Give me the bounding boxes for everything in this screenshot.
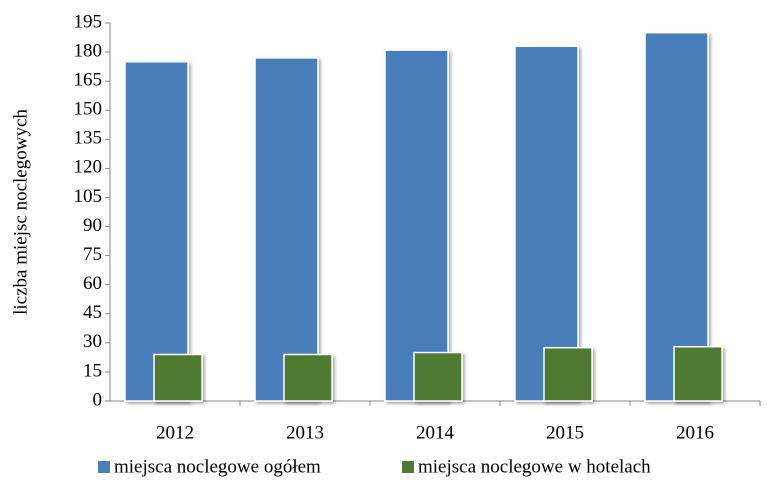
x-tick-label: 2013 bbox=[286, 422, 324, 443]
legend-swatch bbox=[402, 461, 414, 473]
bar bbox=[283, 353, 333, 402]
bar bbox=[514, 45, 579, 402]
bar bbox=[644, 31, 709, 402]
y-axis-label: liczba miejsc noclegowych bbox=[10, 109, 31, 315]
bar bbox=[673, 345, 723, 402]
bar bbox=[543, 346, 593, 402]
bar bbox=[124, 61, 189, 402]
x-tick-label: 2012 bbox=[156, 422, 194, 443]
y-tick-label: 15 bbox=[83, 360, 102, 381]
y-tick-label: 135 bbox=[74, 128, 103, 149]
y-tick-label: 165 bbox=[74, 70, 103, 91]
legend-label: miejsca noclegowe w hotelach bbox=[418, 456, 651, 477]
y-tick-label: 45 bbox=[83, 302, 102, 323]
y-tick-label: 120 bbox=[74, 157, 103, 178]
x-tick-label: 2014 bbox=[416, 422, 455, 443]
y-tick-label: 0 bbox=[93, 389, 103, 410]
legend-label: miejsca noclegowe ogółem bbox=[114, 456, 321, 477]
legend-swatch bbox=[98, 461, 110, 473]
y-tick-label: 150 bbox=[74, 99, 103, 120]
bar bbox=[153, 353, 203, 402]
x-tick-label: 2016 bbox=[676, 422, 714, 443]
bar bbox=[254, 57, 319, 402]
y-tick-label: 90 bbox=[83, 215, 102, 236]
bar bbox=[413, 351, 463, 402]
y-tick-label: 30 bbox=[83, 331, 102, 352]
y-tick-label: 75 bbox=[83, 244, 102, 265]
x-tick-label: 2015 bbox=[546, 422, 584, 443]
y-tick-label: 60 bbox=[83, 273, 102, 294]
y-tick-label: 195 bbox=[74, 11, 103, 32]
y-tick-label: 105 bbox=[74, 186, 103, 207]
bar bbox=[384, 49, 449, 402]
y-tick-label: 180 bbox=[74, 40, 103, 61]
